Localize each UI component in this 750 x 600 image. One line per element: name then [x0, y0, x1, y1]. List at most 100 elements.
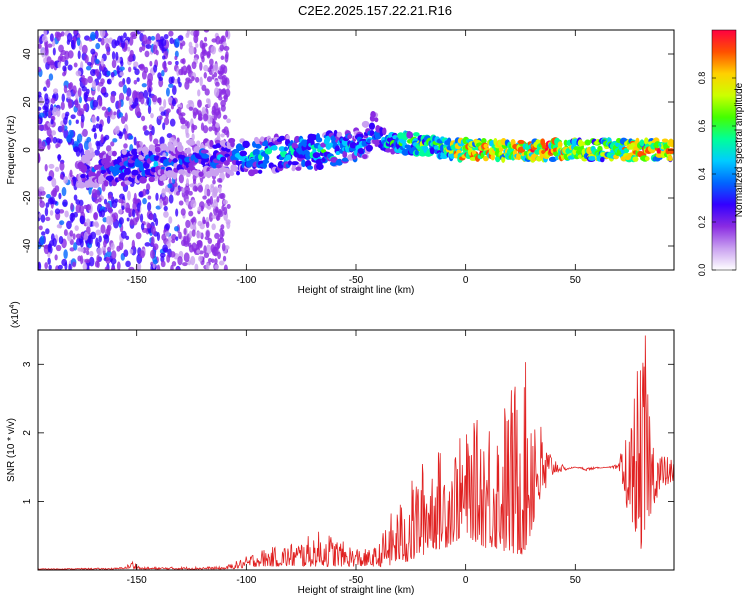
- spectrogram-speckle: [111, 250, 117, 260]
- spectrogram-speckle: [38, 261, 42, 270]
- spectrogram-speckle: [63, 249, 68, 260]
- spectrogram-speckle: [114, 198, 119, 203]
- spectrogram-speckle: [63, 229, 68, 237]
- spectrogram-speckle: [217, 208, 223, 216]
- spectrogram-speckle: [100, 224, 106, 234]
- spectrogram-speckle: [52, 136, 58, 144]
- spectrogram-speckle: [127, 66, 132, 73]
- spectrogram-speckle: [175, 236, 179, 241]
- spectrogram-speckle: [185, 178, 190, 186]
- spectrogram-speckle: [139, 63, 145, 70]
- spectrogram-cell: [237, 145, 245, 151]
- spectrogram-speckle: [111, 59, 117, 69]
- spectrogram-speckle: [169, 251, 176, 258]
- spectrogram-speckle: [150, 225, 156, 235]
- spectrogram-speckle: [179, 117, 186, 125]
- spectrogram-speckle: [207, 114, 213, 125]
- spectrogram-speckle: [174, 55, 178, 61]
- spectrogram-speckle: [145, 44, 152, 49]
- spectrogram-speckle: [217, 251, 221, 260]
- spectrogram-speckle: [56, 224, 62, 229]
- spectrogram-speckle: [207, 257, 213, 263]
- spectrogram-speckle: [139, 213, 144, 223]
- spectrogram-speckle: [199, 76, 203, 87]
- spectrogram-speckle: [215, 35, 221, 45]
- spectrogram-speckle: [101, 106, 107, 111]
- spectrogram-speckle: [161, 69, 165, 77]
- spectrogram-speckle: [155, 218, 159, 226]
- spectrogram-cell: [335, 158, 343, 166]
- spectrogram-speckle: [171, 233, 177, 241]
- spectrogram-speckle: [38, 225, 43, 231]
- spectrogram-speckle: [73, 194, 78, 201]
- spectrogram-speckle: [206, 76, 213, 83]
- spectrogram-speckle: [118, 112, 124, 118]
- spectrogram-speckle: [205, 262, 210, 270]
- spectrogram-speckle: [68, 263, 72, 270]
- spectrogram-speckle: [196, 231, 202, 239]
- spectrogram-speckle: [226, 204, 231, 209]
- spectrogram-cell: [215, 143, 222, 149]
- spectrogram-speckle: [119, 71, 125, 77]
- spectrogram-speckle: [143, 130, 150, 136]
- spectrogram-speckle: [83, 140, 90, 151]
- spectrogram-speckle: [142, 197, 147, 205]
- spectrogram-speckle: [201, 55, 205, 63]
- spectrogram-speckle: [50, 103, 54, 111]
- spectrogram-speckle: [189, 183, 195, 188]
- spectrogram-speckle: [166, 254, 171, 263]
- spectrogram-speckle: [51, 106, 58, 116]
- spectrogram-speckle: [77, 255, 82, 262]
- spectrogram-speckle: [159, 136, 165, 146]
- spectrogram-speckle: [163, 98, 167, 109]
- spectrogram-speckle: [68, 119, 72, 126]
- spectrogram-speckle: [178, 231, 182, 240]
- spectrogram-speckle: [130, 104, 137, 109]
- snr-panel: -150 -100 -50 0 50 1 2 3 Height of straight li…: [6, 301, 675, 596]
- spectrogram-speckle: [50, 119, 54, 125]
- spectrogram-speckle: [84, 258, 91, 264]
- spectrogram-cell: [177, 169, 186, 175]
- spectrogram-speckle: [129, 248, 134, 254]
- spectrogram-speckle: [197, 99, 202, 108]
- spectrogram-y-axis: 40 20 0 -20 -40: [22, 48, 674, 253]
- spectrogram-cell: [283, 146, 289, 152]
- x-tick-label: 0: [463, 575, 469, 586]
- spectrogram-speckle: [73, 146, 79, 153]
- spectrogram-speckle: [76, 237, 82, 246]
- spectrogram-speckle: [70, 202, 74, 211]
- spectrogram-cell: [330, 156, 338, 163]
- spectrogram-speckle: [40, 46, 46, 56]
- spectrogram-speckle: [128, 36, 134, 46]
- spectrogram-speckle: [130, 31, 137, 38]
- spectrogram-speckle: [51, 177, 57, 188]
- x-tick-label: 50: [570, 575, 582, 586]
- spectrogram-speckle: [204, 88, 210, 96]
- spectrogram-speckle: [192, 124, 198, 131]
- spectrogram-speckle: [106, 224, 112, 232]
- spectrogram-cell: [215, 164, 222, 169]
- spectrogram-cell: [490, 154, 495, 161]
- spectrogram-cell: [177, 144, 184, 152]
- spectrogram-speckle: [133, 61, 139, 68]
- spectrogram-speckle: [152, 44, 158, 55]
- spectrogram-cell: [223, 160, 230, 166]
- colorbar-tick-label: 0.4: [697, 168, 707, 181]
- spectrogram-speckle: [98, 97, 103, 107]
- spectrogram-speckle: [105, 202, 111, 210]
- spectrogram-speckle: [100, 133, 104, 144]
- spectrogram-speckle: [162, 122, 166, 131]
- spectrogram-speckle: [136, 111, 142, 116]
- spectrogram-speckle: [118, 209, 123, 215]
- colorbar-tick-label: 0.8: [697, 72, 707, 85]
- y-tick-label: 0: [22, 147, 33, 153]
- spectrogram-speckle: [106, 250, 112, 258]
- spectrogram-speckle: [110, 114, 116, 120]
- x-tick-label: -100: [236, 575, 256, 586]
- spectrogram-speckle: [56, 108, 61, 118]
- spectrogram-speckle: [193, 248, 197, 253]
- spectrogram-speckle: [100, 87, 106, 94]
- spectrogram-cell: [309, 133, 318, 141]
- spectrogram-speckle: [219, 44, 225, 52]
- spectrogram-speckle: [126, 76, 131, 85]
